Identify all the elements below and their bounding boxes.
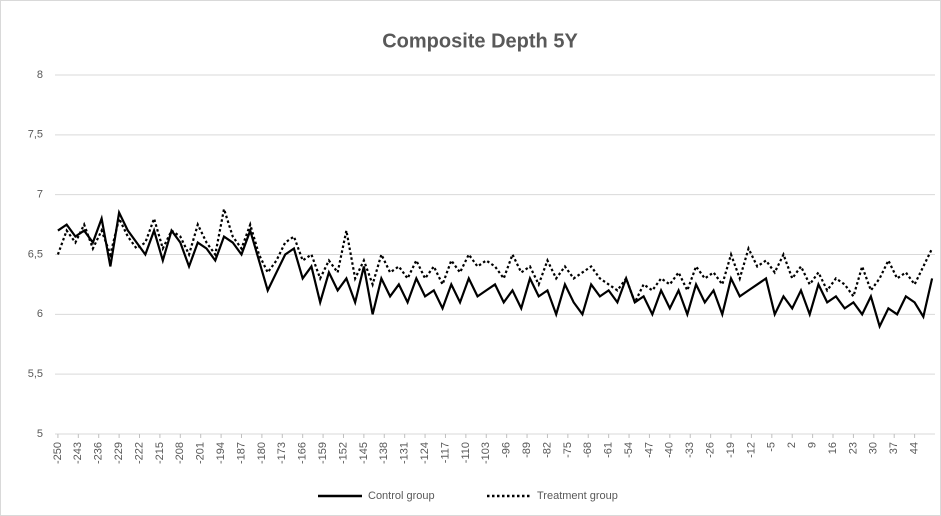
x-tick-label: -138 <box>378 442 390 464</box>
x-tick-label: -173 <box>276 442 288 464</box>
x-tick-label: -236 <box>93 442 105 464</box>
series-line <box>56 208 934 306</box>
x-tick-label: -5 <box>766 442 778 452</box>
x-tick-label: -117 <box>439 442 451 463</box>
legend-label: Control group <box>368 490 435 502</box>
x-tick-label: -124 <box>419 442 431 464</box>
series-line <box>57 209 934 330</box>
x-tick-label: -89 <box>521 442 533 458</box>
x-tick-label: -103 <box>480 442 492 464</box>
x-tick-label: -250 <box>52 442 64 464</box>
x-tick-label: 2 <box>786 442 798 448</box>
x-tick-label: -159 <box>317 442 329 464</box>
x-tick-label: -61 <box>603 442 615 458</box>
x-tick-label: -187 <box>235 442 247 464</box>
x-tick-label: -26 <box>705 442 717 458</box>
chart-title: Composite Depth 5Y <box>382 30 578 52</box>
y-tick-label: 5,5 <box>28 368 43 380</box>
y-tick-label: 6 <box>37 308 43 320</box>
y-tick-label: 6,5 <box>28 248 43 260</box>
x-tick-label: -180 <box>256 442 268 464</box>
x-tick-label: 23 <box>847 442 859 454</box>
legend-label: Treatment group <box>537 490 618 502</box>
x-tick-label: -82 <box>541 442 553 458</box>
x-tick-label: -229 <box>113 442 125 464</box>
x-tick-label: 9 <box>807 442 819 448</box>
x-tick-label: -54 <box>623 442 635 458</box>
x-tick-label: -33 <box>684 442 696 458</box>
y-tick-label: 7,5 <box>28 129 43 141</box>
x-tick-label: 44 <box>909 442 921 454</box>
y-tick-label: 5 <box>37 428 43 440</box>
x-tick-label: -215 <box>154 442 166 464</box>
x-tick-label: -96 <box>501 442 513 458</box>
x-tick-label: -222 <box>133 442 145 464</box>
x-tick-label: -166 <box>297 442 309 464</box>
x-tick-label: 30 <box>868 442 880 454</box>
x-tick-label: 16 <box>827 442 839 454</box>
x-tick-label: -194 <box>215 442 227 464</box>
x-tick-label: -131 <box>399 442 411 464</box>
x-tick-label: -208 <box>174 442 186 464</box>
x-tick-label: -68 <box>582 442 594 458</box>
x-tick-label: -19 <box>725 442 737 458</box>
x-tick-label: -47 <box>643 442 655 458</box>
x-tick-label: -12 <box>745 442 757 458</box>
x-tick-label: 37 <box>888 442 900 454</box>
x-tick-label: -152 <box>337 442 349 464</box>
x-tick-label: -201 <box>195 442 207 464</box>
x-tick-label: -145 <box>358 442 370 464</box>
y-tick-label: 8 <box>37 69 43 81</box>
x-tick-label: -243 <box>72 442 84 464</box>
y-tick-label: 7 <box>37 189 43 201</box>
x-tick-label: -110 <box>460 442 472 463</box>
x-tick-label: -75 <box>562 442 574 458</box>
x-tick-label: -40 <box>664 442 676 458</box>
